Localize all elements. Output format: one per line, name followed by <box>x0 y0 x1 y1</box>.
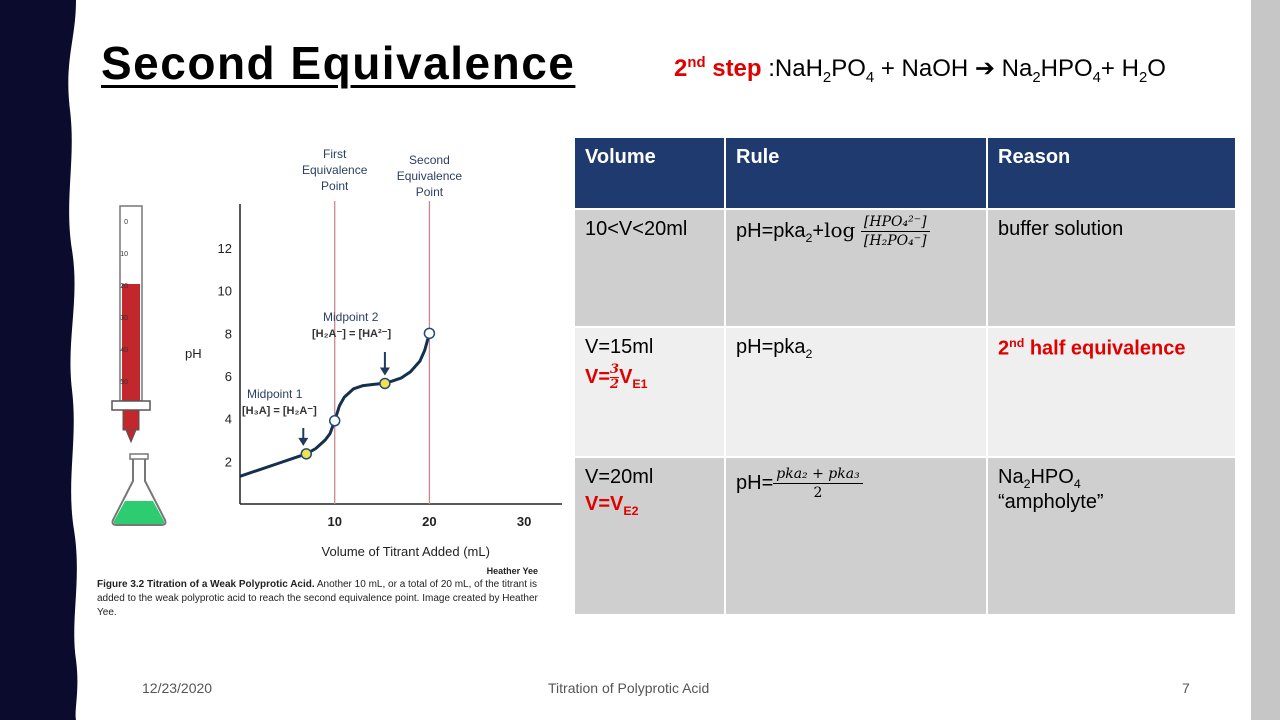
burette-tick-label: 20 <box>120 283 128 290</box>
right-side-bar <box>1251 0 1280 720</box>
ph-curve-chart: 2 4 6 8 10 12 10 20 30 First Equivalence Point Secon… <box>185 147 562 576</box>
cell-reason: buffer solution <box>986 208 1237 328</box>
first-equivalence-label: Equivalence <box>302 163 368 177</box>
arrow-icon <box>298 437 309 446</box>
first-equivalence-label: Point <box>321 179 349 193</box>
midpoint1-label: Midpoint 1 <box>247 387 303 401</box>
page-number: 7 <box>1182 680 1190 696</box>
cell-rule: pH= pka₂ + pka₃ 2 <box>724 456 988 616</box>
table-row: V=15ml V= 3 2 VE1 pH=pka2 2nd half equivale… <box>573 326 1237 458</box>
cell-volume: V=20ml V=VE2 <box>573 456 726 616</box>
flask-icon <box>111 453 167 526</box>
y-axis-label: pH <box>185 346 202 361</box>
second-equivalence-label: Equivalence <box>397 169 463 183</box>
burette-tick-label: 30 <box>120 315 128 322</box>
y-tick-label: 2 <box>225 454 232 469</box>
x-tick-label: 20 <box>422 514 436 529</box>
x-axis-label: Volume of Titrant Added (mL) <box>322 544 490 559</box>
curve-marker <box>379 377 391 390</box>
table-row: V=20ml V=VE2 pH= pka₂ + pka₃ 2 Na2HPO4 “am… <box>573 456 1237 616</box>
y-tick-label: 8 <box>225 326 232 341</box>
burette-tick-label: 10 <box>120 251 128 258</box>
decorative-wave <box>0 0 78 720</box>
cell-reason: 2nd half equivalence <box>986 326 1237 458</box>
titration-figure: 0 10 20 30 40 50 2 4 6 8 10 12 10 20 30 First Equivalen… <box>90 136 566 634</box>
curve-marker <box>300 448 313 460</box>
titration-curve <box>239 332 431 478</box>
cell-reason: Na2HPO4 “ampholyte” <box>986 456 1237 616</box>
equivalence-table: Volume Rule Reason 10<V<20ml pH=pka2+log… <box>573 136 1237 616</box>
x-tick-label: 10 <box>327 514 341 529</box>
curve-marker <box>328 415 341 427</box>
midpoint2-equation: [H₂A⁻] = [HA²⁻] <box>312 328 391 340</box>
curve-marker <box>423 327 436 340</box>
cell-volume: V=15ml V= 3 2 VE1 <box>573 326 726 458</box>
table-row: 10<V<20ml pH=pka2+log [HPO₄²⁻] [H₂PO₄⁻] b… <box>573 208 1237 328</box>
slide-title: Second Equivalence <box>101 37 576 89</box>
y-tick-label: 10 <box>218 284 232 299</box>
second-equivalence-label: Second <box>409 153 450 167</box>
first-equivalence-label: First <box>323 147 347 161</box>
burette-icon: 0 10 20 30 40 50 <box>111 205 151 444</box>
header-rule: Rule <box>724 136 988 210</box>
midpoint2-label: Midpoint 2 <box>323 310 379 324</box>
burette-tick-label: 50 <box>120 379 128 386</box>
image-credit: Heather Yee <box>487 566 538 576</box>
arrow-icon <box>379 367 390 376</box>
burette-tick-label: 40 <box>120 347 128 354</box>
midpoint1-equation: [H₃A] = [H₂A⁻] <box>242 405 317 417</box>
y-tick-label: 6 <box>225 369 232 384</box>
x-tick-label: 30 <box>517 514 531 529</box>
y-tick-label: 12 <box>218 241 232 256</box>
footer-title: Titration of Polyprotic Acid <box>548 680 710 696</box>
table-header-row: Volume Rule Reason <box>573 136 1237 210</box>
cell-rule: pH=pka2 <box>724 326 988 458</box>
header-volume: Volume <box>573 136 726 210</box>
burette-tick-label: 0 <box>124 219 128 226</box>
second-equivalence-label: Point <box>416 185 444 199</box>
footer-date: 12/23/2020 <box>142 680 213 696</box>
figure-caption: Figure 3.2 Titration of a Weak Polyproti… <box>97 579 538 618</box>
y-tick-label: 4 <box>225 412 232 427</box>
titration-illustration: 0 10 20 30 40 50 2 4 6 8 10 12 10 20 30 First Equivalen… <box>111 147 562 576</box>
arrow-icon: ➔ <box>974 55 995 82</box>
cell-rule: pH=pka2+log [HPO₄²⁻] [H₂PO₄⁻] <box>724 208 988 328</box>
cell-volume: 10<V<20ml <box>573 208 726 328</box>
header-reason: Reason <box>986 136 1237 210</box>
reaction-equation: 2nd step :NaH2PO4 + NaOH ➔ Na2HPO4+ H2O <box>674 55 1166 86</box>
